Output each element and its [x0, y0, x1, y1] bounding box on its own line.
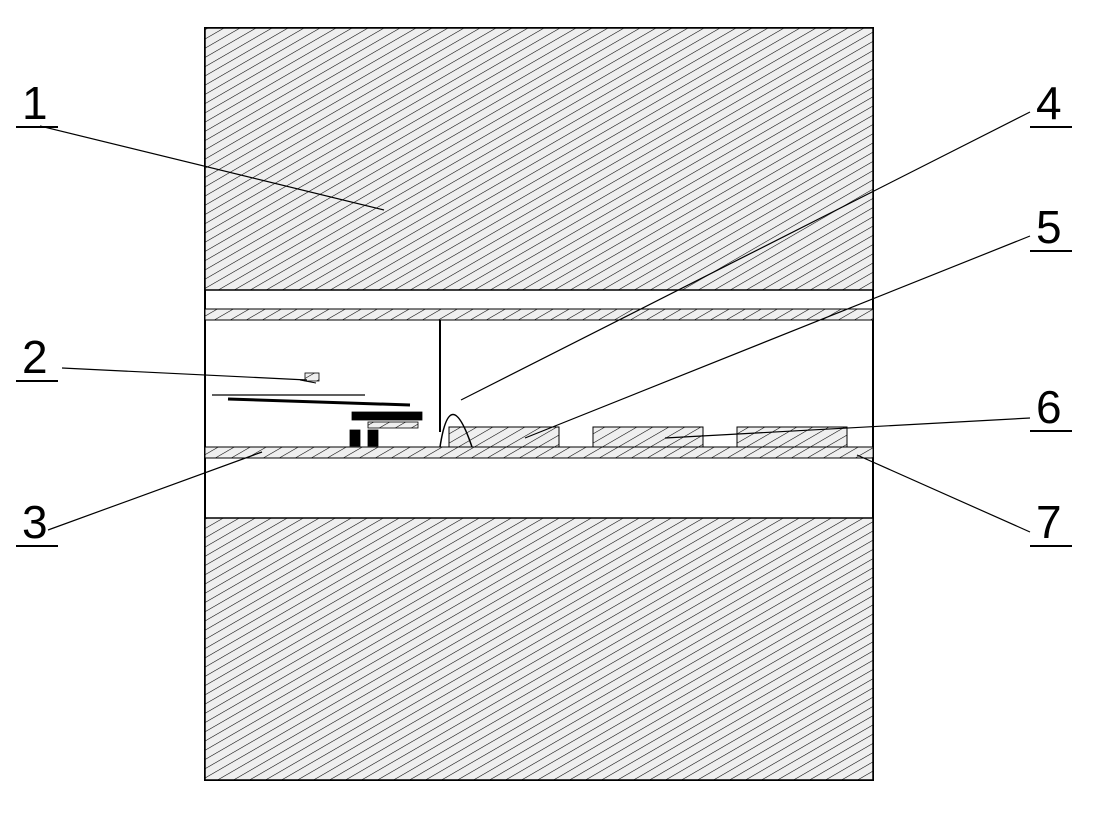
callout-3-number: 3	[22, 495, 47, 549]
callout-leader-7	[857, 455, 1030, 532]
callout-6-number: 6	[1036, 380, 1061, 434]
gadget-rect-2	[368, 422, 418, 428]
callout-7-number: 7	[1036, 495, 1061, 549]
callout-4-underline	[1030, 126, 1072, 128]
figure-svg	[0, 0, 1117, 816]
pad-3	[737, 427, 847, 447]
gadget-rect-1	[352, 412, 422, 420]
figure-canvas: 1 2 3 4 5 6 7	[0, 0, 1117, 816]
callout-1-number: 1	[22, 76, 47, 130]
callout-4-number: 4	[1036, 76, 1061, 130]
upper-thin-bar	[205, 309, 873, 320]
lower-thin-bar	[205, 447, 873, 458]
callout-2-underline	[16, 380, 58, 382]
gadget-rect-0	[305, 373, 319, 381]
callout-2-number: 2	[22, 330, 47, 384]
callout-3-underline	[16, 545, 58, 547]
gadget-rect-4	[368, 430, 378, 446]
bottom-hatched-block	[205, 518, 873, 780]
callout-5-number: 5	[1036, 200, 1061, 254]
top-hatched-block	[205, 28, 873, 290]
callout-6-underline	[1030, 430, 1072, 432]
callout-5-underline	[1030, 250, 1072, 252]
gadget-rect-3	[350, 430, 360, 446]
callout-7-underline	[1030, 545, 1072, 547]
callout-1-underline	[16, 126, 58, 128]
